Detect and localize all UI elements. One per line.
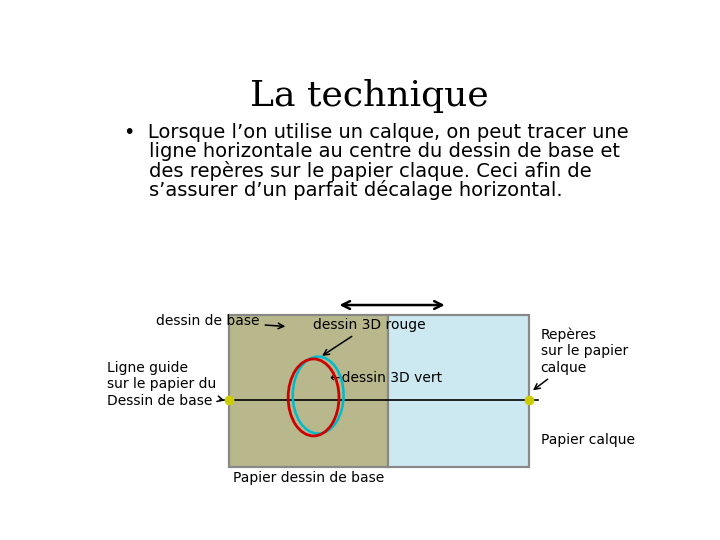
Text: des repères sur le papier claque. Ceci afin de: des repères sur le papier claque. Ceci a… (124, 161, 592, 181)
Text: La technique: La technique (250, 79, 488, 113)
Bar (388, 315, 529, 467)
Text: ←dessin 3D vert: ←dessin 3D vert (330, 371, 443, 385)
Text: Repères
sur le papier
calque: Repères sur le papier calque (534, 328, 628, 389)
Bar (229, 315, 529, 467)
Text: dessin 3D rouge: dessin 3D rouge (312, 318, 426, 355)
Text: s’assurer d’un parfait décalage horizontal.: s’assurer d’un parfait décalage horizont… (124, 180, 563, 200)
Text: Papier dessin de base: Papier dessin de base (233, 470, 384, 484)
Text: Ligne guide
sur le papier du
Dessin de base: Ligne guide sur le papier du Dessin de b… (107, 361, 223, 408)
Bar (229, 315, 388, 467)
Text: •  Lorsque l’on utilise un calque, on peut tracer une: • Lorsque l’on utilise un calque, on peu… (124, 123, 629, 141)
Text: ligne horizontale au centre du dessin de base et: ligne horizontale au centre du dessin de… (124, 142, 620, 161)
Text: Papier calque: Papier calque (541, 433, 635, 447)
Text: dessin de base: dessin de base (156, 314, 284, 329)
